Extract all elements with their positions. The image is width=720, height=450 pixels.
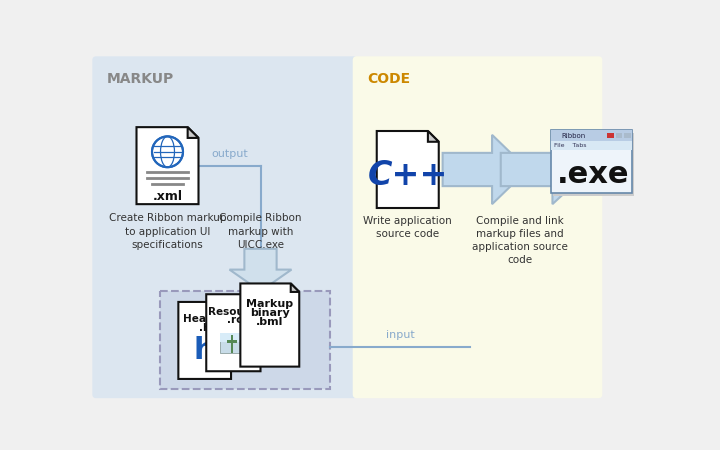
Bar [551,130,632,194]
Text: input: input [386,330,415,341]
Bar [551,141,632,150]
FancyBboxPatch shape [220,333,246,342]
Polygon shape [206,294,261,371]
Bar [160,291,330,389]
Text: h: h [194,336,215,365]
Text: .xml: .xml [153,190,182,203]
Polygon shape [240,284,300,367]
Text: CODE: CODE [367,72,410,86]
Text: .rc: .rc [228,315,243,325]
Bar [553,133,634,196]
Polygon shape [224,302,231,309]
Text: C++: C++ [367,159,448,192]
Polygon shape [291,284,300,292]
Text: File    Tabs: File Tabs [554,143,586,148]
Text: Ribbon: Ribbon [562,133,586,139]
FancyBboxPatch shape [92,56,357,398]
Bar [616,133,622,138]
Text: Create Ribbon markup
to application UI
specifications: Create Ribbon markup to application UI s… [109,213,226,250]
Text: MARKUP: MARKUP [107,72,174,86]
Polygon shape [179,302,231,379]
Text: .h: .h [199,323,210,333]
Text: .exe: .exe [557,160,629,189]
Polygon shape [443,135,528,204]
Text: Markup: Markup [246,299,293,309]
Polygon shape [137,127,199,204]
Polygon shape [230,249,292,291]
Text: .bml: .bml [256,317,284,327]
Text: Header: Header [184,314,226,324]
Polygon shape [188,127,199,138]
Text: Compile Ribbon
markup with
UICC.exe: Compile Ribbon markup with UICC.exe [220,213,302,250]
Polygon shape [500,135,590,204]
Text: output: output [211,149,248,159]
Bar [607,133,613,138]
Text: binary: binary [250,308,289,318]
Polygon shape [253,294,261,301]
Polygon shape [428,131,438,142]
FancyBboxPatch shape [353,56,602,398]
Polygon shape [228,335,238,353]
FancyBboxPatch shape [220,333,246,353]
Text: Resource: Resource [208,306,262,316]
Polygon shape [377,131,438,208]
Bar [624,133,631,138]
Text: Compile and link
markup files and
application source
code: Compile and link markup files and applic… [472,216,568,266]
Bar [551,130,632,141]
Circle shape [152,136,183,167]
Text: Write application
source code: Write application source code [364,216,452,239]
